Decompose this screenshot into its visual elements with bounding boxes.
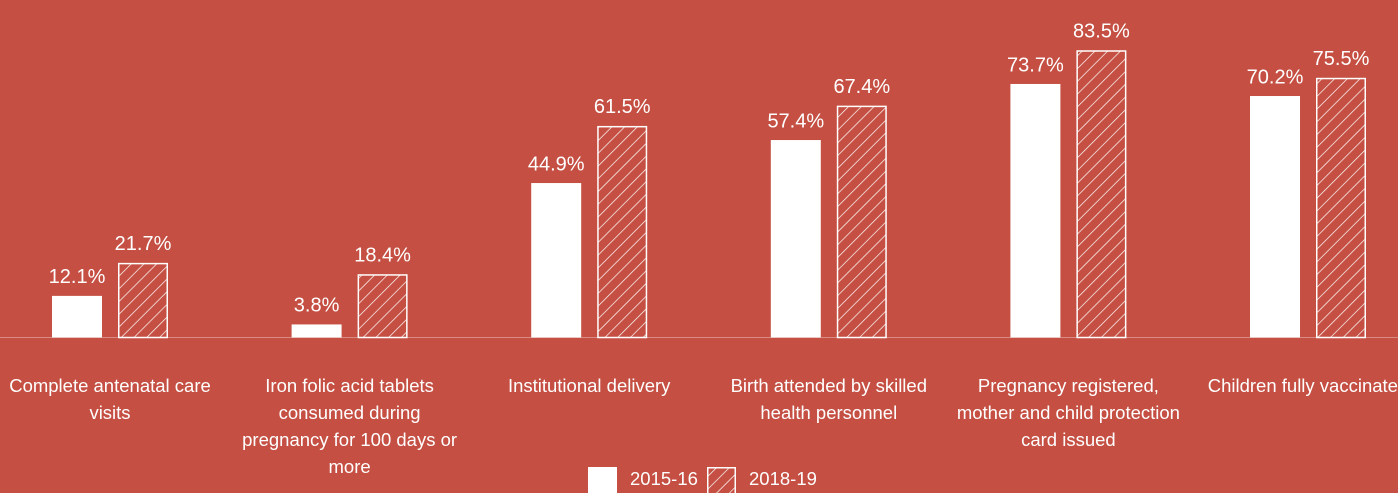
value-label: 67.4% [833,76,890,98]
bar [770,140,821,338]
x-tick-label: Institutional delivery [507,375,671,396]
bar [118,262,168,339]
bar [1076,50,1127,339]
legend-swatch [588,467,617,493]
bar [836,105,887,339]
bar [357,274,408,339]
bar [52,295,102,338]
legend-swatch [707,467,736,493]
bar [1316,77,1366,339]
x-tick-label: Iron folic acid tablets consumed during … [242,375,458,477]
bar [1010,83,1061,338]
value-label: 12.1% [49,266,106,288]
value-label: 61.5% [594,96,651,118]
value-label: 57.4% [767,110,824,132]
bar [531,183,582,338]
x-tick-label: Birth attended by skilled health personn… [730,375,927,423]
x-tick-label: Complete antenatal care visits [9,375,211,423]
bar [597,125,648,339]
legend-label: 2015-16 [630,468,698,489]
value-label: 70.2% [1247,66,1304,88]
value-label: 44.9% [528,153,585,175]
value-label: 18.4% [354,244,411,266]
bar [1250,96,1300,338]
bar [291,324,342,338]
legend-label: 2018-19 [749,468,817,489]
x-tick-label: Pregnancy registered, mother and child p… [956,375,1180,450]
value-label: 3.8% [294,295,340,317]
value-label: 75.5% [1313,48,1370,70]
value-label: 73.7% [1007,54,1064,76]
x-tick-label: Children fully vaccinated [1207,375,1398,396]
value-label: 21.7% [115,233,172,255]
value-label: 83.5% [1073,21,1130,43]
